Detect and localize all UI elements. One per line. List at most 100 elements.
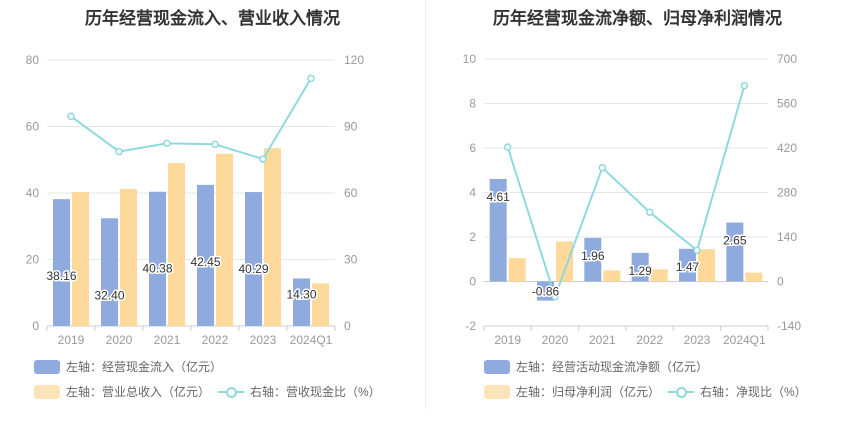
data-label: 40.38 (142, 262, 172, 276)
bar-primary (53, 199, 70, 326)
y-right-tick-label: 420 (777, 141, 797, 155)
bar-primary (489, 178, 507, 282)
legend-swatch (34, 359, 60, 374)
y-left-tick-label: 40 (26, 186, 40, 200)
legend: 左轴：经营活动现金流净额（亿元） 左轴：归母净利润（亿元） 右轴：净现比（%） (425, 0, 850, 437)
y-left-tick-label: 6 (469, 141, 476, 155)
legend-swatch (484, 359, 510, 374)
bar-secondary (72, 192, 89, 326)
legend-item[interactable]: 左轴：经营活动现金流净额（亿元） (484, 358, 708, 375)
bar-primary (537, 281, 554, 301)
ratio-line (506, 85, 746, 300)
y-left-tick-label: 8 (469, 97, 476, 111)
legend-item[interactable]: 右轴：净现比（%） (668, 383, 807, 400)
y-right-tick-label: 90 (344, 120, 358, 134)
data-label: 40.29 (238, 262, 268, 276)
bar-secondary (312, 283, 329, 326)
x-tick-label: 2022 (202, 333, 229, 347)
y-left-tick-label: 0 (32, 319, 39, 333)
data-label: 2.65 (723, 234, 747, 248)
ratio-point (67, 112, 75, 121)
y-right-tick-label: -140 (777, 319, 801, 333)
y-left-tick-label: -2 (465, 319, 476, 333)
bar-secondary (650, 269, 668, 282)
legend: 左轴：经营现金流入（亿元） 左轴：营业总收入（亿元） 右轴：营收现金比（%） (34, 358, 381, 400)
data-label: 32.40 (94, 288, 124, 302)
legend-label: 右轴：营收现金比（%） (250, 385, 381, 399)
legend-label: 左轴：经营活动现金流净额（亿元） (516, 360, 709, 374)
legend-line-swatch (668, 385, 694, 399)
y-right-tick-label: 0 (777, 275, 784, 289)
bar-secondary (745, 272, 763, 282)
y-right-tick-label: 560 (777, 97, 797, 111)
y-left-tick-label: 4 (469, 186, 476, 200)
data-label: -0.86 (532, 285, 560, 299)
y-left-tick-label: 20 (26, 253, 40, 267)
legend-line-swatch (218, 385, 244, 399)
bar-secondary (216, 153, 233, 326)
ratio-point (163, 139, 171, 148)
panel-divider (425, 0, 426, 410)
data-label: 1.29 (628, 264, 652, 278)
chart-panel-cash-inflow: 历年经营现金流入、营业收入情况 0 20 40 60 80 0 30 60 90 120 2019 2… (26, 9, 381, 400)
chart-panel-net-cash: 历年经营现金流净额、归母净利润情况 -2 0 2 4 6 8 10 -140 0 140 280 42… (425, 0, 850, 437)
data-label: 38.16 (46, 269, 76, 283)
ratio-point (503, 143, 512, 151)
chart-plot: -2 0 2 4 6 8 10 -140 0 140 280 420 560 700 2019 2020 202… (463, 52, 802, 347)
y-left-tick-label: 80 (26, 53, 40, 67)
y-left-tick-label: 10 (463, 52, 477, 66)
legend-item[interactable]: 右轴：营收现金比（%） (218, 383, 381, 400)
ratio-point (307, 74, 315, 83)
ratio-point (211, 140, 219, 148)
ratio-point (551, 293, 559, 301)
x-tick-label: 2021 (589, 333, 616, 347)
y-right-tick-label: 140 (777, 230, 797, 244)
y-right-tick-label: 0 (344, 319, 351, 333)
ratio-point (693, 246, 701, 255)
bar-primary (631, 252, 649, 282)
bar-secondary (603, 270, 621, 282)
x-tick-label: 2021 (154, 333, 181, 347)
legend-item[interactable]: 左轴：经营现金流入（亿元） (34, 358, 222, 375)
bar-primary (245, 192, 262, 326)
data-label: 14.30 (286, 287, 316, 301)
legend-swatch (34, 384, 60, 399)
chart-title: 历年经营现金流入、营业收入情况 (85, 9, 340, 28)
y-right-tick-label: 700 (777, 52, 797, 66)
chart-title: 历年经营现金流净额、归母净利润情况 (493, 9, 782, 28)
chart-plot: 0 20 40 60 80 0 30 60 90 120 2019 2020 2021 2022 2023 2… (26, 53, 365, 347)
ratio-point (740, 81, 749, 90)
bar-secondary (264, 148, 281, 326)
legend-label: 右轴：净现比（%） (700, 385, 807, 399)
ratio-point (259, 155, 267, 163)
bar-primary (584, 237, 602, 282)
x-tick-label: 2023 (250, 333, 277, 347)
y-right-tick-label: 120 (344, 53, 364, 67)
y-right-tick-label: 280 (777, 186, 797, 200)
y-left-tick-label: 0 (469, 275, 476, 289)
legend-label: 左轴：经营现金流入（亿元） (66, 360, 223, 374)
x-tick-label: 2024Q1 (723, 333, 766, 347)
bar-secondary (168, 163, 185, 326)
bar-primary (197, 184, 214, 326)
bar-primary (293, 278, 310, 326)
bar-primary (726, 222, 744, 282)
bar-secondary (698, 249, 715, 282)
x-tick-label: 2024Q1 (290, 333, 333, 347)
y-right-tick-label: 30 (344, 253, 358, 267)
x-tick-label: 2023 (684, 333, 711, 347)
y-left-tick-label: 60 (26, 120, 40, 134)
y-right-tick-label: 60 (344, 186, 358, 200)
bar-primary (149, 191, 166, 326)
legend-swatch (484, 384, 510, 399)
ratio-point (115, 147, 123, 156)
bar-primary (101, 218, 118, 326)
bar-secondary (120, 189, 137, 326)
bar-primary (679, 248, 696, 282)
ratio-point (645, 208, 654, 216)
bar-secondary (556, 241, 573, 282)
legend-item[interactable]: 左轴：营业总收入（亿元） (34, 383, 210, 400)
data-label: 1.47 (676, 260, 700, 274)
ratio-point (598, 163, 607, 172)
legend-item[interactable]: 左轴：归母净利润（亿元） (484, 383, 660, 400)
